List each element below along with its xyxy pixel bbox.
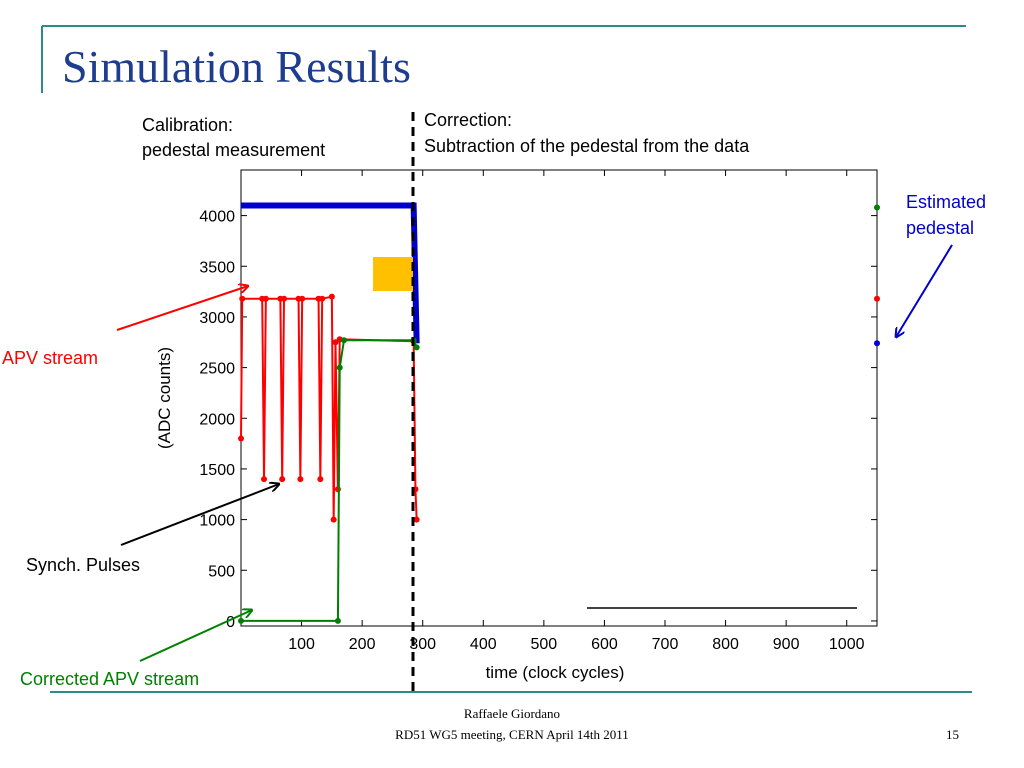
series-point bbox=[279, 476, 286, 483]
series-point bbox=[299, 295, 306, 302]
calibration-heading: Calibration: bbox=[142, 115, 234, 135]
series-point bbox=[334, 617, 341, 624]
series-point bbox=[319, 295, 326, 302]
estimated-pedestal-label-line2: pedestal bbox=[906, 218, 975, 238]
y-tick-label: 3000 bbox=[199, 310, 235, 327]
correction-text: Subtraction of the pedestal from the dat… bbox=[424, 136, 750, 156]
series-point bbox=[261, 476, 268, 483]
x-axis-label: time (clock cycles) bbox=[486, 663, 625, 682]
x-tick-label: 800 bbox=[712, 636, 739, 653]
y-axis-label: (ADC counts) bbox=[155, 347, 174, 449]
x-tick-label: 300 bbox=[409, 636, 436, 653]
series-point bbox=[238, 617, 244, 624]
calibration-marker bbox=[373, 257, 413, 291]
apv-stream-arrow bbox=[116, 286, 248, 331]
series-point bbox=[340, 337, 347, 344]
series-point bbox=[330, 516, 337, 523]
synch-pulses-arrow bbox=[120, 484, 279, 546]
corrected-apv-label: Corrected APV stream bbox=[20, 669, 200, 689]
corrected-apv-arrow bbox=[139, 610, 252, 662]
plot-area bbox=[240, 169, 878, 627]
edge-marker bbox=[874, 295, 880, 302]
series-point bbox=[239, 295, 246, 302]
edge-marker bbox=[874, 340, 880, 347]
synch-pulses-label: Synch. Pulses bbox=[26, 555, 141, 575]
x-tick-label: 100 bbox=[288, 636, 315, 653]
series-point bbox=[336, 364, 343, 371]
y-axis-ticks: 0 500 1000 1500 2000 2500 3000 3500 4000 bbox=[199, 209, 877, 631]
x-tick-label: 200 bbox=[349, 636, 376, 653]
x-tick-label: 1000 bbox=[829, 636, 865, 653]
series-point bbox=[262, 295, 269, 302]
x-tick-label: 400 bbox=[470, 636, 497, 653]
series-layer bbox=[238, 202, 420, 624]
series-point bbox=[413, 516, 420, 523]
page-number: 15 bbox=[946, 727, 959, 742]
correction-heading: Correction: bbox=[424, 110, 513, 130]
slide-title: Simulation Results bbox=[62, 41, 411, 92]
y-tick-label: 2500 bbox=[199, 361, 235, 378]
edge-marker bbox=[874, 204, 880, 211]
x-axis-ticks: 100 200 300 400 500 600 700 800 900 1000 bbox=[288, 170, 865, 653]
footer-author: Raffaele Giordano bbox=[463, 706, 561, 721]
series-point bbox=[238, 435, 244, 442]
y-tick-label: 4000 bbox=[199, 209, 235, 226]
estimated-pedestal-arrow bbox=[896, 244, 953, 337]
series-point bbox=[332, 339, 339, 346]
apv-stream-label: APV stream bbox=[2, 348, 99, 368]
series-point bbox=[317, 476, 324, 483]
series-point bbox=[281, 295, 288, 302]
x-tick-label: 600 bbox=[591, 636, 618, 653]
series-point bbox=[328, 293, 335, 300]
x-tick-label: 900 bbox=[773, 636, 800, 653]
y-tick-label: 1000 bbox=[199, 513, 235, 530]
calibration-text: pedestal measurement bbox=[142, 140, 326, 160]
right-edge-markers bbox=[874, 204, 880, 347]
series-point bbox=[413, 344, 420, 351]
y-tick-label: 2000 bbox=[199, 411, 235, 428]
y-tick-label: 1500 bbox=[199, 462, 235, 479]
x-tick-label: 700 bbox=[652, 636, 679, 653]
estimated-pedestal-label-line1: Estimated bbox=[906, 192, 987, 212]
footer-meeting: RD51 WG5 meeting, CERN April 14th 2011 bbox=[395, 727, 629, 742]
series-point bbox=[297, 476, 304, 483]
y-tick-label: 500 bbox=[208, 563, 235, 580]
x-tick-label: 500 bbox=[531, 636, 558, 653]
y-tick-label: 0 bbox=[226, 614, 235, 631]
y-tick-label: 3500 bbox=[199, 259, 235, 276]
